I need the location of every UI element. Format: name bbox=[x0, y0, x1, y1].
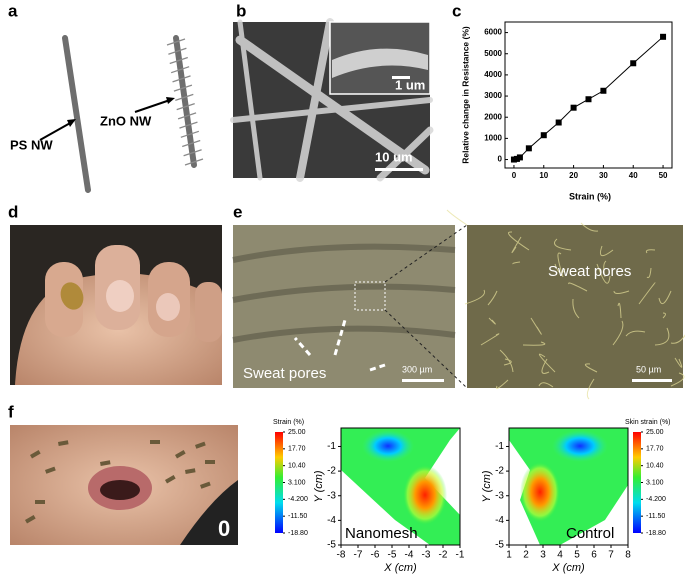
x-tick-label: 10 bbox=[539, 171, 548, 180]
x-axis-label: X (cm) bbox=[551, 562, 585, 574]
data-point bbox=[540, 132, 547, 139]
data-point bbox=[570, 104, 577, 111]
face-photo bbox=[10, 425, 238, 545]
colorbar-tick-label: -11.50 bbox=[288, 513, 307, 520]
colorbar-tick-label: 10.40 bbox=[646, 463, 664, 470]
data-point bbox=[585, 96, 592, 103]
y-axis-label: Y (cm) bbox=[481, 470, 493, 503]
x-tick-label: 20 bbox=[569, 171, 578, 180]
x-tick-label: -7 bbox=[354, 550, 363, 561]
data-point bbox=[516, 154, 523, 161]
x-tick-label: 8 bbox=[625, 550, 631, 561]
data-point bbox=[525, 145, 532, 152]
colorbar-tick-label: -18.80 bbox=[646, 530, 666, 537]
ps-label: PS NW bbox=[10, 137, 53, 152]
scale-bar: 300 µm bbox=[402, 364, 432, 374]
y-tick-label: 2000 bbox=[484, 112, 502, 121]
x-tick-label: 6 bbox=[591, 550, 597, 561]
x-axis-label: Strain (%) bbox=[569, 191, 611, 201]
data-point bbox=[555, 119, 562, 126]
x-tick-label: 0 bbox=[512, 171, 517, 180]
colorbar-tick-label: -4.200 bbox=[646, 496, 666, 503]
pores-label: Sweat pores bbox=[243, 365, 326, 382]
scale-bar: 10 um bbox=[375, 149, 413, 164]
map-frame bbox=[508, 427, 629, 546]
colorbar-tick-label: 25.00 bbox=[288, 429, 306, 436]
y-tick-label: 0 bbox=[498, 155, 503, 164]
map-frame bbox=[340, 427, 461, 546]
y-tick-label: -5 bbox=[495, 540, 504, 551]
y-tick-label: -4 bbox=[495, 515, 504, 526]
x-tick-label: -3 bbox=[422, 550, 431, 561]
y-tick-label: -3 bbox=[495, 490, 504, 501]
x-tick-label: 1 bbox=[506, 550, 512, 561]
y-tick-label: -1 bbox=[495, 441, 504, 452]
data-point bbox=[660, 33, 667, 40]
x-tick-label: 4 bbox=[557, 550, 563, 561]
skin-micrograph bbox=[232, 209, 685, 400]
x-tick-label: -2 bbox=[439, 550, 448, 561]
y-tick-label: 5000 bbox=[484, 49, 502, 58]
zno-label: ZnO NW bbox=[100, 113, 152, 128]
colorbar-tick-label: 3.100 bbox=[646, 479, 664, 486]
y-tick-label: -2 bbox=[495, 466, 504, 477]
panel-label: d bbox=[8, 202, 18, 221]
x-tick-label: 7 bbox=[608, 550, 614, 561]
x-tick-label: 50 bbox=[659, 171, 668, 180]
finger-photo bbox=[10, 225, 222, 385]
colorbar-tick-label: 3.100 bbox=[288, 479, 306, 486]
y-axis-label: Relative change in Resistance (%) bbox=[460, 26, 470, 164]
y-tick-label: 6000 bbox=[484, 28, 502, 37]
x-axis-label: X (cm) bbox=[383, 562, 417, 574]
y-tick-label: 1000 bbox=[484, 133, 502, 142]
colorbar-tick-label: -4.200 bbox=[288, 496, 308, 503]
x-tick-label: 5 bbox=[574, 550, 580, 561]
colorbar-tick-label: 10.40 bbox=[288, 463, 306, 470]
x-tick-label: -4 bbox=[405, 550, 414, 561]
sem-image bbox=[230, 18, 434, 182]
colorbar-tick-label: -11.50 bbox=[646, 513, 665, 520]
colorbar bbox=[633, 432, 641, 533]
y-tick-label: 3000 bbox=[484, 91, 502, 100]
colorbar-tick-label: 17.70 bbox=[646, 446, 664, 453]
panel-label: f bbox=[8, 402, 14, 421]
panel-label: c bbox=[452, 1, 461, 20]
nanowire-drawing bbox=[39, 35, 204, 193]
data-point bbox=[630, 60, 637, 67]
colorbar bbox=[275, 432, 283, 533]
x-tick-label: -1 bbox=[456, 550, 465, 561]
x-tick-label: 3 bbox=[540, 550, 546, 561]
x-tick-label: -6 bbox=[371, 550, 380, 561]
colorbar-title: Skin strain (%) bbox=[625, 419, 671, 426]
pores-label: Sweat pores bbox=[548, 263, 631, 280]
y-tick-label: -4 bbox=[327, 515, 336, 526]
y-tick-label: -2 bbox=[327, 466, 336, 477]
y-tick-label: -5 bbox=[327, 540, 336, 551]
data-point bbox=[600, 87, 607, 94]
contour-map bbox=[341, 428, 628, 545]
frame-label: 0 bbox=[218, 516, 230, 541]
panel-label: a bbox=[8, 1, 18, 20]
y-tick-label: 4000 bbox=[484, 70, 502, 79]
inset-scale: 1 um bbox=[395, 77, 425, 92]
colorbar-tick-label: 17.70 bbox=[288, 446, 306, 453]
map-name: Control bbox=[566, 525, 614, 542]
panel-label: e bbox=[233, 202, 242, 221]
scale-bar: 50 µm bbox=[636, 364, 661, 374]
y-tick-label: -3 bbox=[327, 490, 336, 501]
y-axis-label: Y (cm) bbox=[313, 470, 325, 503]
colorbar-tick-label: 25.00 bbox=[646, 429, 664, 436]
colorbar-title: Strain (%) bbox=[273, 419, 304, 426]
panel-label: b bbox=[236, 1, 246, 20]
plot-frame bbox=[504, 21, 673, 169]
colorbar-tick-label: -18.80 bbox=[288, 530, 308, 537]
x-tick-label: -8 bbox=[337, 550, 346, 561]
x-tick-label: 2 bbox=[523, 550, 529, 561]
x-tick-label: 30 bbox=[599, 171, 608, 180]
map-name: Nanomesh bbox=[345, 525, 418, 542]
x-tick-label: -5 bbox=[388, 550, 397, 561]
x-tick-label: 40 bbox=[629, 171, 638, 180]
y-tick-label: -1 bbox=[327, 441, 336, 452]
